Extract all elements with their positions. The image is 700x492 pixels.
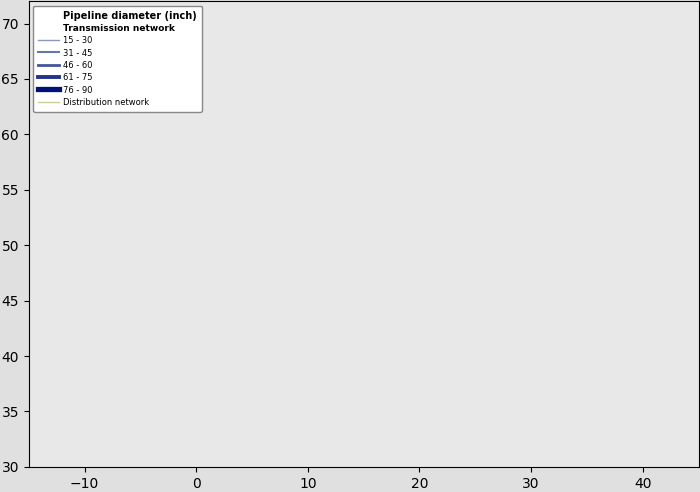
Legend: Pipeline diameter (inch), Transmission network, 15 - 30, 31 - 45, 46 - 60, 61 - : Pipeline diameter (inch), Transmission n…	[33, 5, 202, 112]
